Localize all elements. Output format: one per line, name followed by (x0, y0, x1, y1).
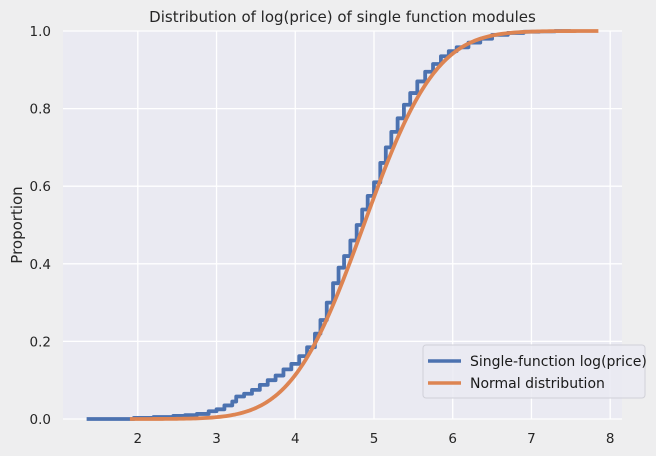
y-tick-label: 0.2 (30, 334, 51, 350)
legend-box (422, 344, 646, 399)
y-axis-label: Proportion (8, 186, 26, 263)
x-tick-label: 4 (291, 431, 300, 447)
y-tick-label: 0.0 (30, 412, 51, 428)
x-axis-ticks: 2 3 4 5 6 7 8 (133, 431, 614, 447)
series-layer (86, 29, 599, 421)
chart-title: Distribution of log(price) of single fun… (149, 8, 536, 26)
x-tick-label: 7 (527, 431, 536, 447)
x-tick-label: 5 (370, 431, 379, 447)
y-tick-label: 0.4 (30, 257, 51, 273)
series-single-function-line (86, 29, 571, 421)
x-tick-label: 3 (212, 431, 221, 447)
x-tick-label: 8 (606, 431, 615, 447)
x-tick-label: 2 (133, 431, 142, 447)
y-tick-label: 0.6 (30, 179, 51, 195)
series-normal-distribution-line (129, 29, 599, 421)
legend-label-single-function: Single-function log(price) (470, 354, 647, 370)
y-tick-label: 0.8 (30, 102, 51, 118)
y-tick-label: 1.0 (30, 24, 51, 40)
legend: Single-function log(price) Normal distri… (422, 344, 647, 399)
x-tick-label: 6 (448, 431, 457, 447)
legend-label-normal: Normal distribution (470, 376, 605, 392)
y-axis-ticks: 0.0 0.2 0.4 0.6 0.8 1.0 (30, 24, 51, 428)
